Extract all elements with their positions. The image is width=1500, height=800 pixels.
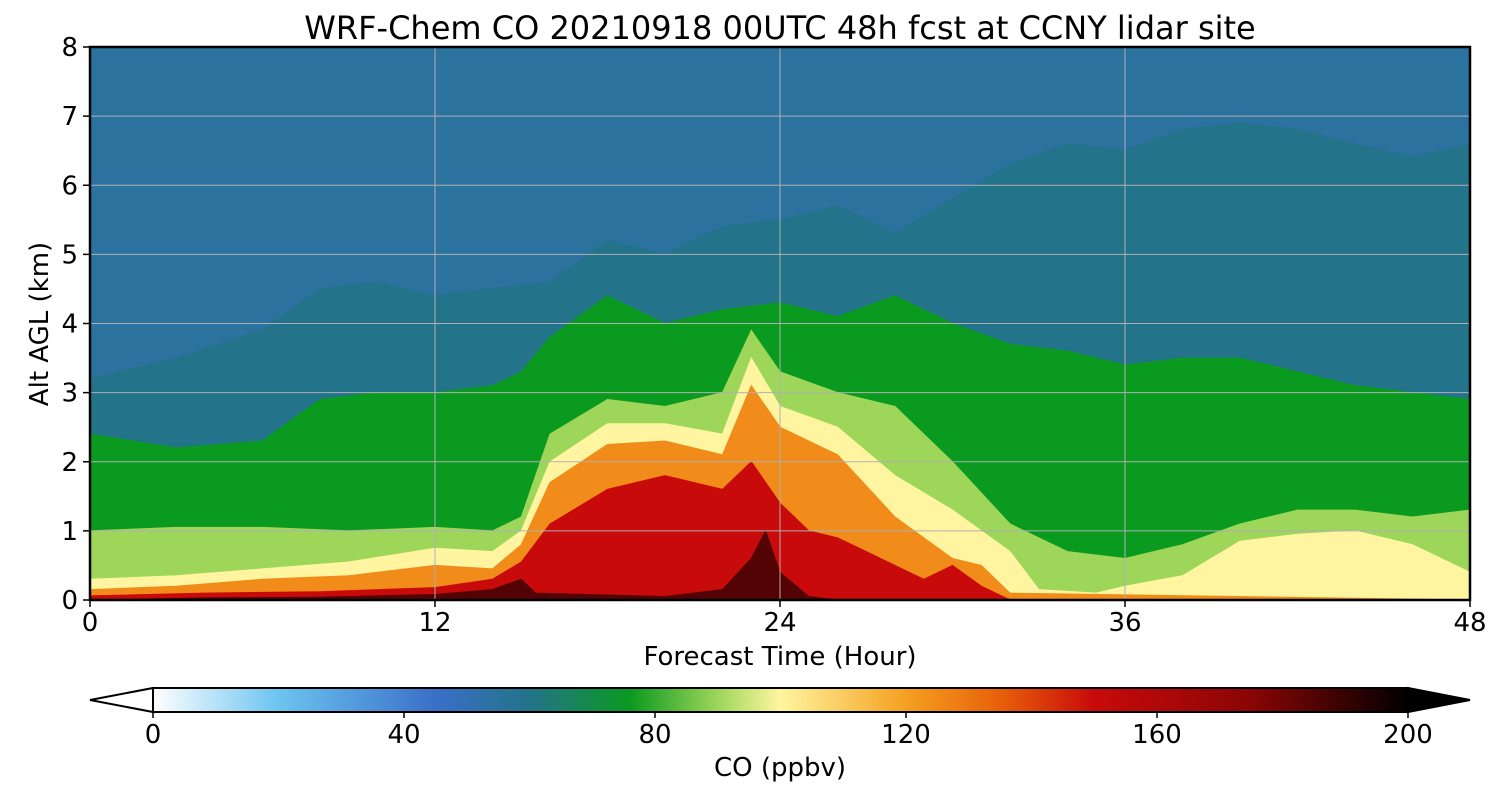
y-tick-label: 2 (61, 448, 78, 478)
y-axis-label: Alt AGL (km) (25, 242, 55, 406)
y-tick-label: 0 (61, 586, 78, 616)
y-tick-label: 4 (61, 310, 78, 340)
y-axis-ticks: 0 1 2 3 4 5 6 7 8 (61, 33, 90, 616)
contour-region-185 (90, 529, 838, 600)
chart-title: WRF-Chem CO 20210918 00UTC 48h fcst at C… (304, 9, 1255, 47)
y-tick-label: 6 (61, 171, 78, 201)
colorbar-under-extension (89, 686, 154, 714)
y-tick-label: 8 (61, 33, 78, 63)
colorbar-tick-label: 160 (1132, 720, 1182, 750)
y-tick-label: 3 (61, 379, 78, 409)
colorbar-over-extension (1407, 686, 1471, 714)
y-tick-label: 7 (61, 102, 78, 132)
x-axis-ticks: 0 12 24 36 48 (82, 600, 1487, 638)
x-tick-label: 48 (1453, 608, 1486, 638)
y-tick-label: 1 (61, 517, 78, 547)
colorbar-tick-label: 200 (1383, 720, 1433, 750)
plot-area (90, 47, 1470, 600)
colorbar-tick-label: 120 (881, 720, 931, 750)
colorbar-label: CO (ppbv) (714, 753, 846, 783)
colorbar-body (153, 688, 1408, 712)
x-tick-label: 0 (82, 608, 99, 638)
x-tick-label: 12 (418, 608, 451, 638)
colorbar-ticks: 0 40 80 120 160 200 (145, 712, 1433, 750)
colorbar-tick-label: 40 (387, 720, 420, 750)
x-tick-label: 36 (1108, 608, 1141, 638)
colorbar-tick-label: 0 (145, 720, 162, 750)
colorbar-tick-label: 80 (638, 720, 671, 750)
x-tick-label: 24 (763, 608, 796, 638)
gridlines (90, 47, 1470, 600)
x-axis-label: Forecast Time (Hour) (643, 642, 916, 672)
colorbar: 0 40 80 120 160 200 CO (ppbv) (89, 686, 1471, 783)
y-tick-label: 5 (61, 240, 78, 270)
colorbar-frame (152, 687, 1409, 713)
